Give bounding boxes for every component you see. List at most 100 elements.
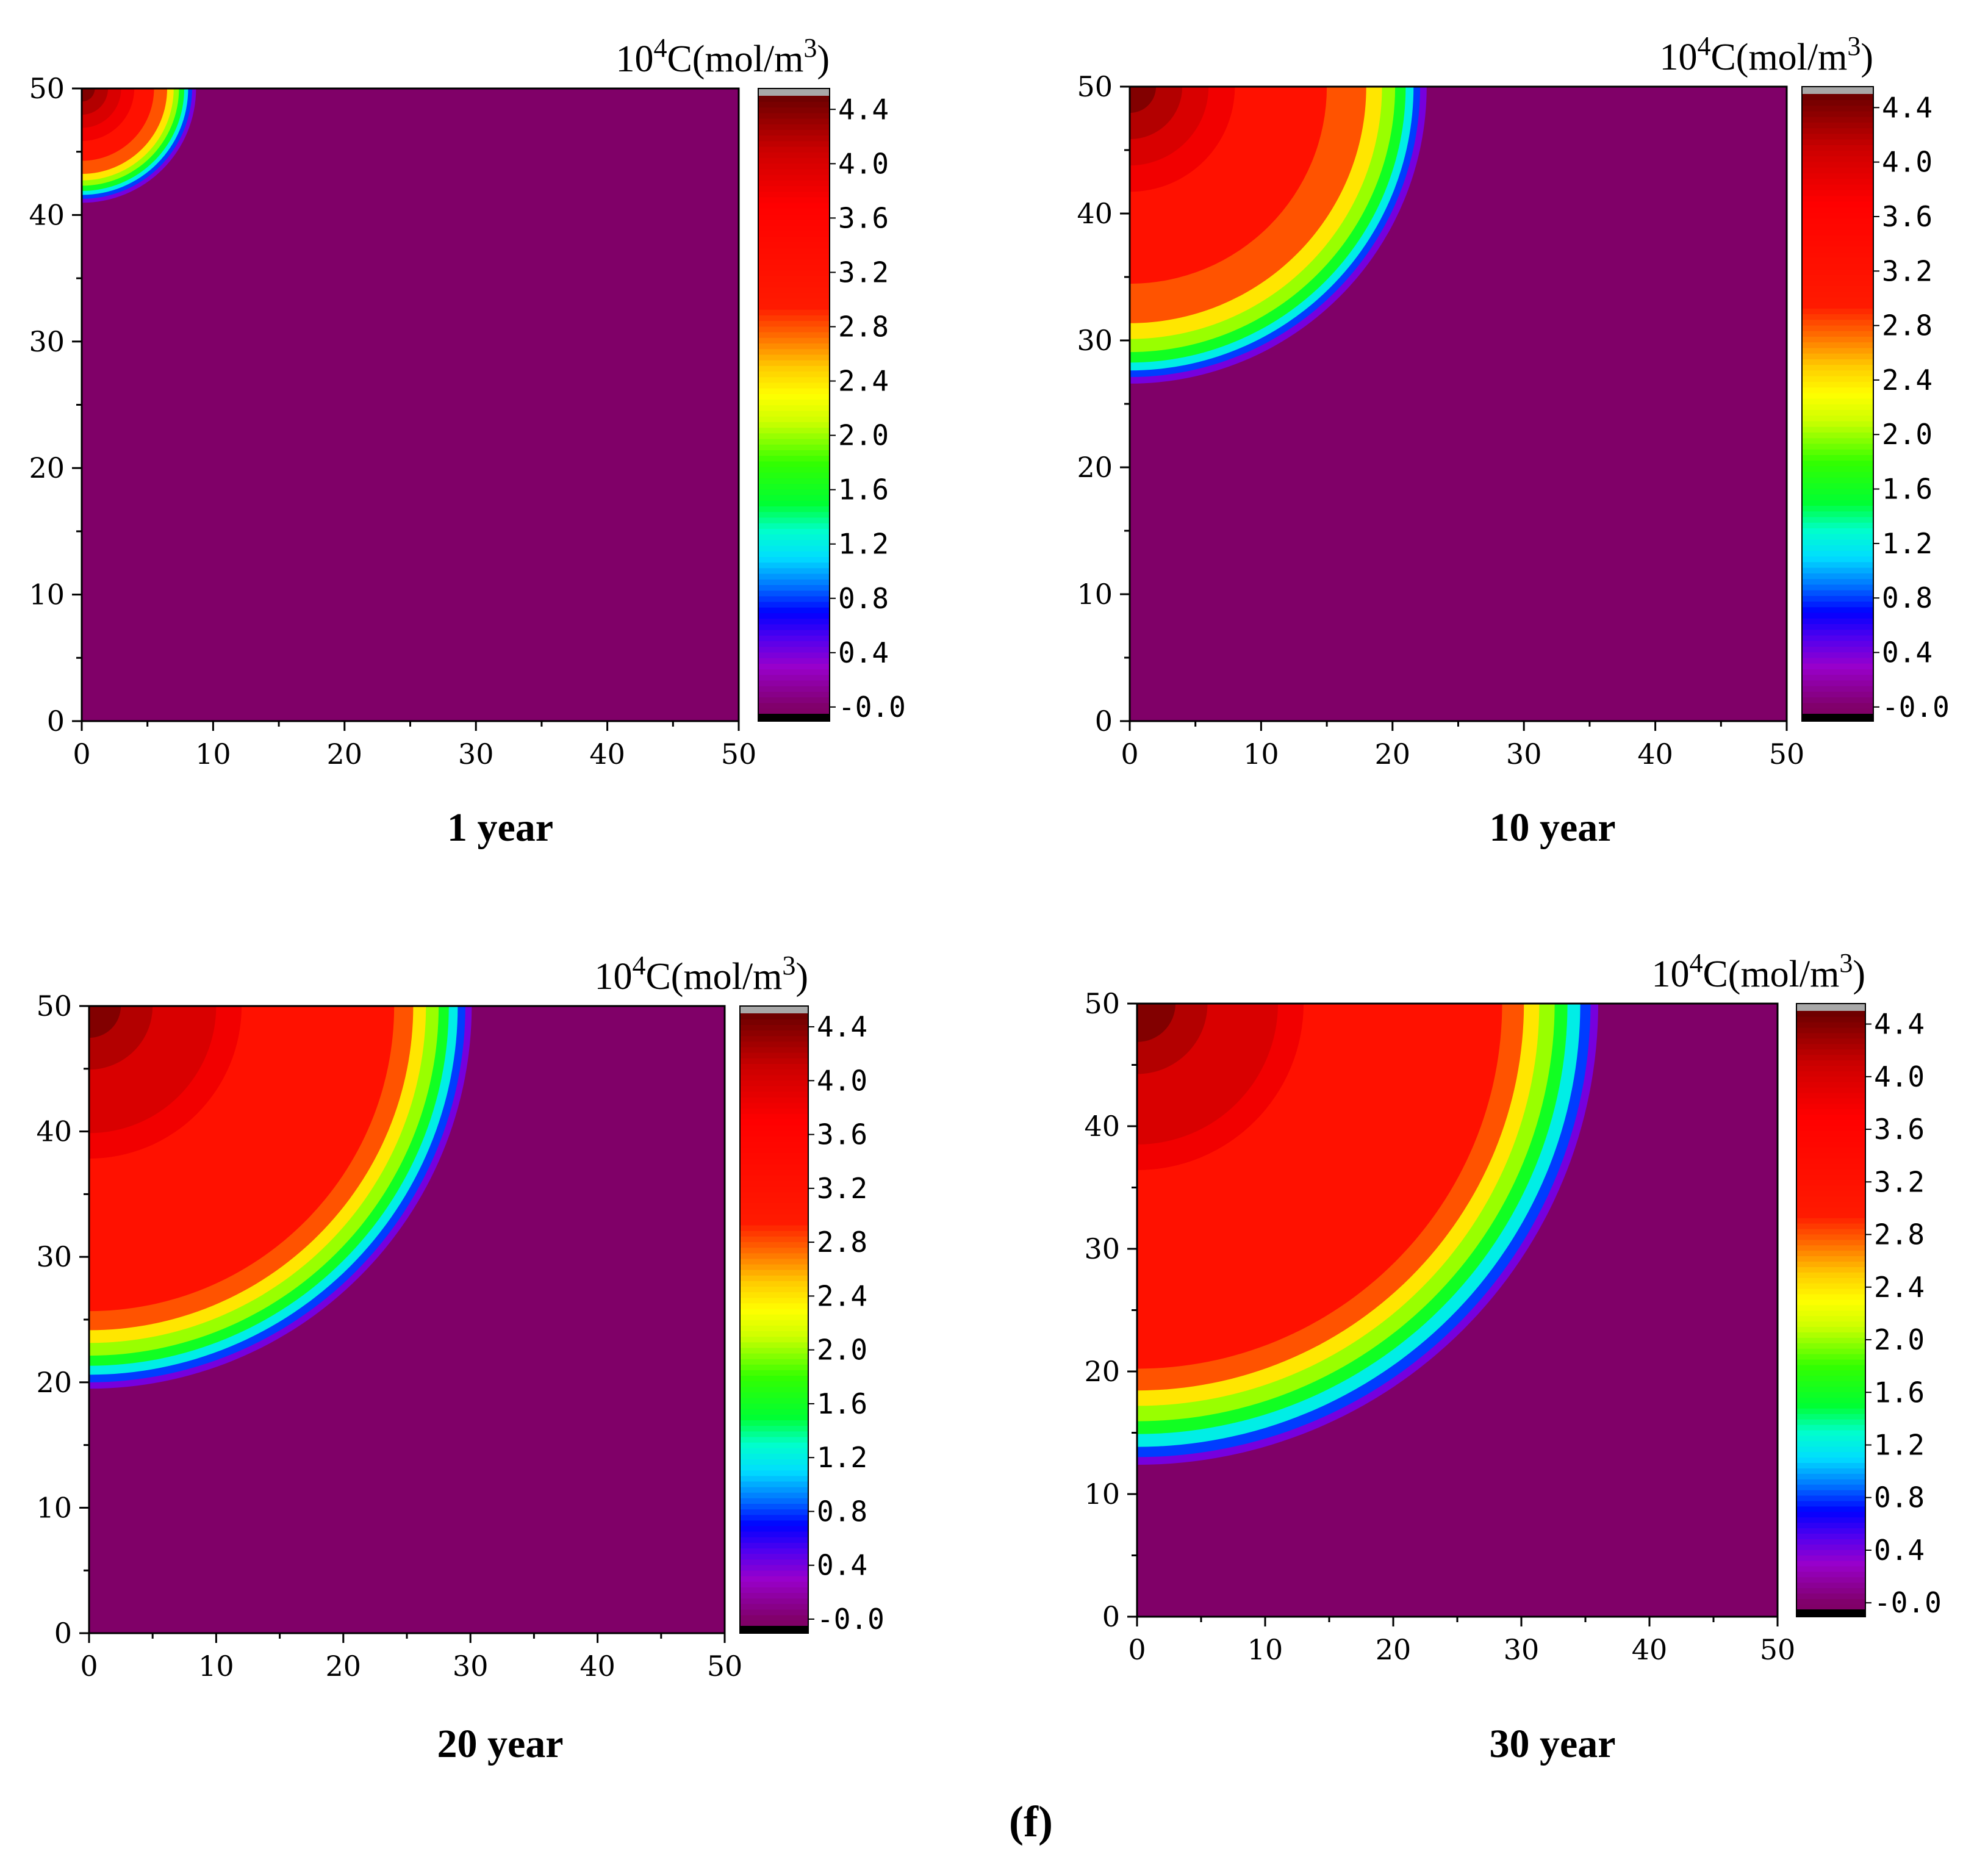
colorbar-segment bbox=[1802, 595, 1873, 602]
colorbar-segment bbox=[740, 1052, 808, 1058]
colorbar-bottom-cap bbox=[1796, 1609, 1865, 1617]
colorbar-segment bbox=[1802, 167, 1873, 174]
colorbar-segment bbox=[758, 663, 830, 670]
colorbar-segment bbox=[758, 539, 830, 546]
colorbar-tick-label: 3.2 bbox=[838, 256, 889, 289]
colorbar-segment bbox=[1796, 1146, 1865, 1153]
colorbar-segment bbox=[1802, 94, 1873, 101]
colorbar-segment bbox=[740, 1509, 808, 1515]
colorbar-segment bbox=[1796, 1582, 1865, 1589]
colorbar-bottom-cap bbox=[758, 714, 830, 721]
colorbar-segment bbox=[740, 1486, 808, 1493]
colorbar-segment bbox=[740, 1347, 808, 1354]
colorbar-segment bbox=[758, 292, 830, 299]
x-tick-label: 20 bbox=[1376, 1633, 1412, 1666]
colorbar-tick-label: 2.4 bbox=[1882, 364, 1932, 397]
colorbar-segment bbox=[740, 1274, 808, 1281]
units-superscript: 3 bbox=[1839, 948, 1853, 978]
colorbar-segment bbox=[1802, 359, 1873, 365]
y-tick-label: 10 bbox=[1084, 1478, 1120, 1511]
colorbar-tick-label: 0.8 bbox=[838, 582, 889, 615]
colorbar-segment bbox=[758, 146, 830, 153]
colorbar-segment bbox=[1796, 1522, 1865, 1529]
colorbar-segment bbox=[1802, 685, 1873, 692]
colorbar-segment bbox=[1802, 234, 1873, 241]
colorbar-segment bbox=[1802, 657, 1873, 664]
colorbar-segment bbox=[1802, 201, 1873, 207]
colorbar-segment bbox=[740, 1152, 808, 1159]
colorbar-segment bbox=[1802, 556, 1873, 562]
colorbar-segment bbox=[758, 697, 830, 703]
colorbar-segment bbox=[758, 545, 830, 552]
colorbar-segment bbox=[1802, 415, 1873, 422]
colorbar-segment bbox=[1796, 1125, 1865, 1131]
colorbar-segment bbox=[758, 157, 830, 164]
colorbar-top-cap bbox=[1802, 87, 1873, 94]
units-text: C(mol/m bbox=[667, 38, 803, 80]
colorbar-segment bbox=[1796, 1114, 1865, 1121]
colorbar-segment bbox=[1796, 1130, 1865, 1137]
colorbar-segment bbox=[1802, 460, 1873, 467]
colorbar-segment bbox=[758, 174, 830, 181]
colorbar-segment bbox=[1796, 1424, 1865, 1431]
colorbar-segment bbox=[1802, 409, 1873, 416]
colorbar-segment bbox=[758, 101, 830, 108]
x-tick-label: 50 bbox=[1769, 738, 1805, 771]
colorbar: 4.4 4.0 3.6 3.2 2.8 2.4 2.0 1.6 1.2 0.8 0.4 -0.0 104… bbox=[1651, 948, 1941, 1619]
chart-panel-2: 0 10 20 30 40 50 0 10 20 30 40 50 4.4 4.0 3.6 3.2 2.8 2.4… bbox=[1077, 31, 1950, 850]
colorbar-segment bbox=[740, 1370, 808, 1376]
contour-fills bbox=[1130, 87, 1432, 389]
contour-band bbox=[89, 1006, 121, 1038]
y-tick-label: 0 bbox=[47, 705, 65, 738]
colorbar-segment bbox=[740, 1252, 808, 1259]
colorbar-segment bbox=[1802, 336, 1873, 343]
colorbar-segment bbox=[758, 163, 830, 170]
x-tick-label: 30 bbox=[458, 738, 494, 771]
colorbar-segment bbox=[1796, 1277, 1865, 1284]
colorbar-tick-label: -0.0 bbox=[1882, 691, 1950, 724]
colorbar-segment bbox=[740, 1364, 808, 1370]
colorbar-segment bbox=[1796, 1598, 1865, 1604]
colorbar-segment bbox=[1802, 629, 1873, 636]
colorbar-segment bbox=[1796, 1060, 1865, 1066]
colorbar-segment bbox=[758, 422, 830, 428]
y-tick-label: 40 bbox=[29, 198, 65, 231]
colorbar-units-label: 104C(mol/m3) bbox=[594, 950, 808, 997]
colorbar-segment bbox=[1796, 1468, 1865, 1474]
x-tick-label: 50 bbox=[707, 1650, 743, 1683]
colorbar-segment bbox=[1796, 1478, 1865, 1485]
colorbar-segment bbox=[1802, 206, 1873, 213]
colorbar-segment bbox=[1796, 1304, 1865, 1311]
colorbar-segment bbox=[758, 281, 830, 287]
colorbar-segment bbox=[1796, 1119, 1865, 1126]
colorbar-segment bbox=[740, 1514, 808, 1521]
colorbar-segment bbox=[758, 680, 830, 686]
colorbar-segment bbox=[758, 455, 830, 462]
colorbar-segment bbox=[758, 478, 830, 484]
colorbar-segment bbox=[758, 629, 830, 636]
colorbar-segment bbox=[758, 584, 830, 591]
colorbar-segment bbox=[758, 196, 830, 203]
colorbar-segment bbox=[740, 1620, 808, 1626]
colorbar-segment bbox=[740, 1035, 808, 1042]
colorbar-tick-label: 4.4 bbox=[838, 93, 889, 126]
units-text: C(mol/m bbox=[1710, 37, 1847, 78]
colorbar-segment bbox=[1796, 1293, 1865, 1300]
panel-caption: 10 year bbox=[1489, 805, 1615, 850]
x-tick-label: 0 bbox=[1121, 738, 1138, 771]
colorbar-segment bbox=[758, 112, 830, 119]
colorbar-tick-label: 4.0 bbox=[817, 1064, 867, 1097]
colorbar-segment bbox=[758, 685, 830, 692]
colorbar-segment bbox=[1796, 1054, 1865, 1061]
colorbar-tick-label: 0.4 bbox=[838, 636, 889, 669]
colorbar-segment bbox=[1802, 184, 1873, 190]
colorbar-bottom-cap bbox=[1802, 714, 1873, 721]
colorbar-segment bbox=[1802, 392, 1873, 399]
colorbar-segment bbox=[1802, 342, 1873, 348]
y-tick-label: 0 bbox=[1102, 1600, 1120, 1633]
colorbar-tick-label: -0.0 bbox=[838, 691, 906, 724]
colorbar-segment bbox=[758, 152, 830, 159]
colorbar-segment bbox=[740, 1308, 808, 1315]
colorbar-segment bbox=[1802, 539, 1873, 545]
colorbar-segment bbox=[740, 1570, 808, 1576]
